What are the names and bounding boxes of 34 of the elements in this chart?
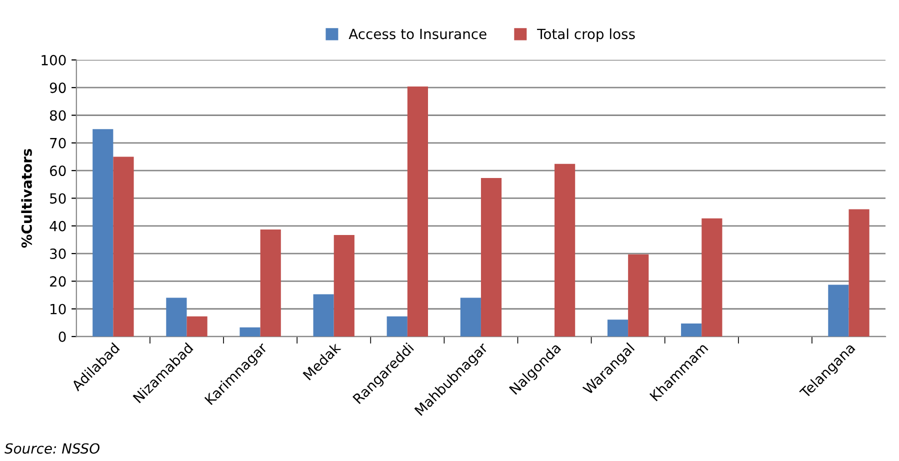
y-tick-label: 60 <box>50 166 66 176</box>
bar <box>607 320 628 337</box>
y-tick-label: 100 <box>42 54 66 66</box>
y-tick-label: 10 <box>50 304 66 314</box>
bar <box>628 254 649 337</box>
bar <box>702 218 722 337</box>
bar <box>313 294 334 337</box>
y-tick-label: 50 <box>50 193 66 204</box>
bar <box>480 178 502 337</box>
source-note: Source: NSSO <box>4 443 100 454</box>
y-tick-label: 90 <box>50 82 66 94</box>
y-tick-label: 40 <box>50 220 66 232</box>
bar <box>407 86 428 337</box>
y-tick-label: 20 <box>50 276 66 287</box>
bar <box>92 129 114 337</box>
y-tick-label: 0 <box>58 332 66 342</box>
y-tick-label: 70 <box>50 138 66 148</box>
bar <box>240 327 260 337</box>
bar <box>554 164 576 337</box>
bar <box>113 156 134 337</box>
y-tick-label: 80 <box>50 110 66 121</box>
bar <box>386 316 408 337</box>
bar <box>848 209 870 337</box>
y-axis-title: %Cultivators <box>21 148 32 248</box>
legend-label: Total crop loss <box>537 28 635 42</box>
legend-label: Access to Insurance <box>348 28 486 40</box>
bar <box>166 298 187 337</box>
y-tick-label: 30 <box>50 248 66 260</box>
bar <box>334 235 354 337</box>
bar <box>828 284 849 337</box>
bar <box>186 316 208 337</box>
bar <box>681 324 702 337</box>
bar <box>460 298 481 337</box>
bar <box>260 229 281 337</box>
